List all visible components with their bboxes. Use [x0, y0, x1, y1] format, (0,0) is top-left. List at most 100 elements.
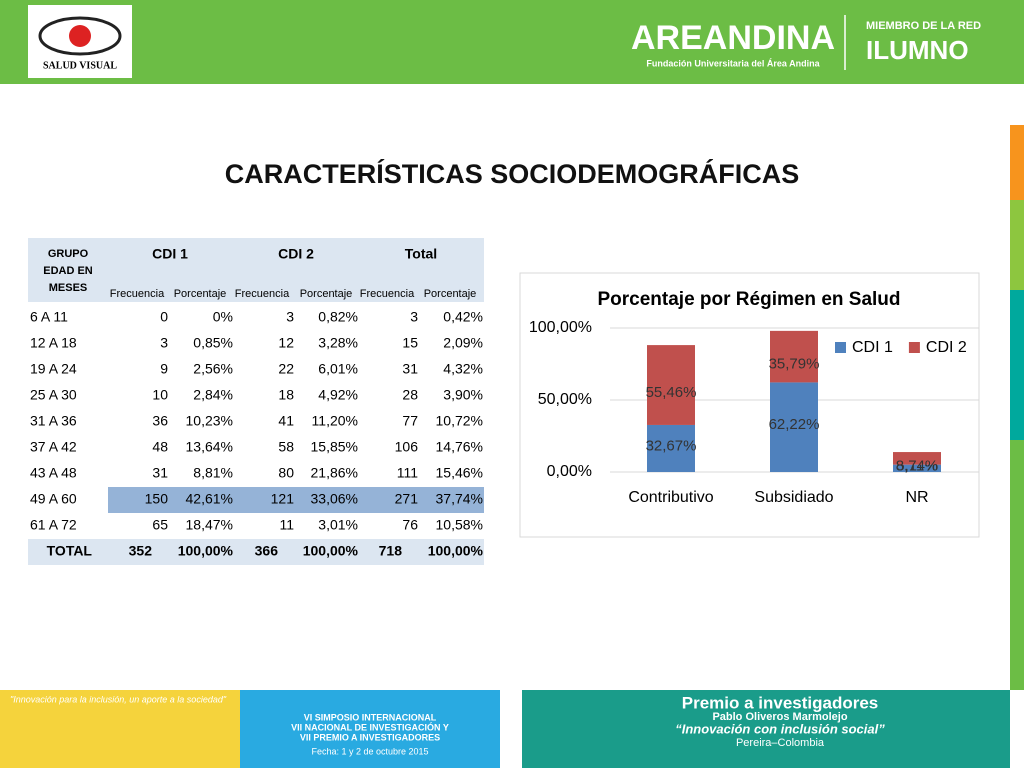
cell: TOTAL [47, 543, 93, 559]
cell: 14,76% [436, 439, 483, 455]
banner-right [522, 690, 1010, 768]
sub-header: Porcentaje [174, 288, 227, 300]
cell: 37,74% [436, 491, 483, 507]
group-header: MESES [49, 282, 88, 294]
cell: 121 [271, 491, 295, 507]
cell: 10,72% [436, 413, 483, 429]
cell: 3 [160, 335, 168, 351]
cell: 25 A 30 [30, 387, 77, 403]
cell: 12 [278, 335, 294, 351]
cell: 11,20% [312, 413, 358, 429]
banner-title: Premio a investigadores [682, 693, 879, 712]
cell: 19 A 24 [30, 361, 77, 377]
cell: 0,82% [318, 309, 358, 325]
legend-swatch [908, 342, 920, 353]
cell: 150 [145, 491, 169, 507]
banner-name: Pablo Oliveros Marmolejo [712, 711, 847, 723]
col-group: CDI 2 [278, 246, 314, 262]
cell: 15 [402, 335, 418, 351]
brand-sub: Fundación Universitaria del Área Andina [646, 58, 820, 68]
cell: 4,92% [318, 387, 358, 403]
banner-left-yellow [0, 690, 240, 768]
x-tick-label: NR [905, 489, 928, 506]
bar-segment [770, 382, 818, 472]
cell: 80 [278, 465, 294, 481]
cell: 8,81% [193, 465, 233, 481]
cell: 37 A 42 [30, 439, 77, 455]
cell: 13,64% [186, 439, 233, 455]
cell: 10,23% [186, 413, 233, 429]
data-label: 55,46% [646, 384, 697, 401]
total-bg [28, 539, 484, 565]
cell: 15,46% [436, 465, 483, 481]
banner-event: VII NACIONAL DE INVESTIGACIÓN Y [291, 721, 449, 732]
cell: 3,28% [318, 335, 358, 351]
cell: 18,47% [186, 517, 233, 533]
cell: 0% [213, 309, 233, 325]
cell: 11 [279, 517, 294, 533]
bar-segment [647, 424, 695, 472]
cell: 4,32% [443, 361, 483, 377]
cell: 100,00% [303, 543, 359, 559]
bar-segment [893, 452, 941, 465]
cell: 49 A 60 [30, 491, 77, 507]
cell: 6 A 11 [30, 309, 68, 325]
header-bar [0, 0, 1024, 84]
cell: 76 [402, 517, 418, 533]
title: CARACTERÍSTICAS SOCIODEMOGRÁFICAS [225, 158, 800, 189]
sub-header: Frecuencia [235, 288, 290, 300]
bar-segment [770, 330, 818, 383]
brand: AREANDINA [631, 19, 835, 57]
cell: 718 [379, 543, 403, 559]
cell: 41 [278, 413, 294, 429]
logo-eye [38, 16, 122, 56]
cell: 42,61% [186, 491, 233, 507]
sub-header: Frecuencia [360, 288, 415, 300]
cell: 36 [152, 413, 168, 429]
cell: 2,09% [443, 335, 483, 351]
sub-header: Porcentaje [424, 288, 477, 300]
row-highlight [108, 487, 484, 513]
cell: 100,00% [178, 543, 234, 559]
legend-label: CDI 2 [926, 339, 967, 356]
cell: 48 [152, 439, 168, 455]
data-label: 8,74% [896, 457, 939, 474]
network: ILUMNO [866, 35, 969, 65]
banner-quote: "Innovación para la inclusión, un aporte… [10, 694, 227, 704]
data-label: 35,79% [769, 356, 820, 373]
cell: 31 [152, 465, 168, 481]
group-header: EDAD EN [43, 265, 93, 277]
stripe [1010, 290, 1024, 440]
data-label: 32,67% [646, 437, 697, 454]
cell: 0,85% [193, 335, 233, 351]
bar-segment [893, 464, 941, 472]
cell: 31 [402, 361, 418, 377]
cell: 3,01% [318, 517, 358, 533]
cell: 21,86% [311, 465, 358, 481]
banner-date: Fecha: 1 y 2 de octubre 2015 [311, 746, 428, 756]
chart-title: Porcentaje por Régimen en Salud [597, 289, 900, 310]
y-tick-label: 50,00% [538, 391, 592, 408]
logo-iris [69, 25, 91, 47]
sub-header: Porcentaje [300, 288, 353, 300]
cell: 28 [402, 387, 418, 403]
group-header: GRUPO [48, 248, 89, 260]
cell: 2,84% [193, 387, 233, 403]
chart-box [519, 272, 980, 538]
legend-swatch [835, 342, 846, 353]
cell: 6,01% [318, 361, 358, 377]
cell: 3 [286, 309, 294, 325]
stripe [1010, 440, 1024, 690]
cell: 106 [395, 439, 419, 455]
cell: 352 [129, 543, 153, 559]
cell: 366 [255, 543, 279, 559]
col-group: Total [405, 246, 437, 262]
cell: 0,42% [443, 309, 483, 325]
data-label: 62,22% [769, 416, 820, 433]
banner-place: Pereira–Colombia [736, 737, 825, 749]
y-tick-label: 0,00% [547, 463, 592, 480]
cell: 15,85% [311, 439, 358, 455]
stripe [1010, 200, 1024, 290]
cell: 111 [397, 465, 418, 481]
